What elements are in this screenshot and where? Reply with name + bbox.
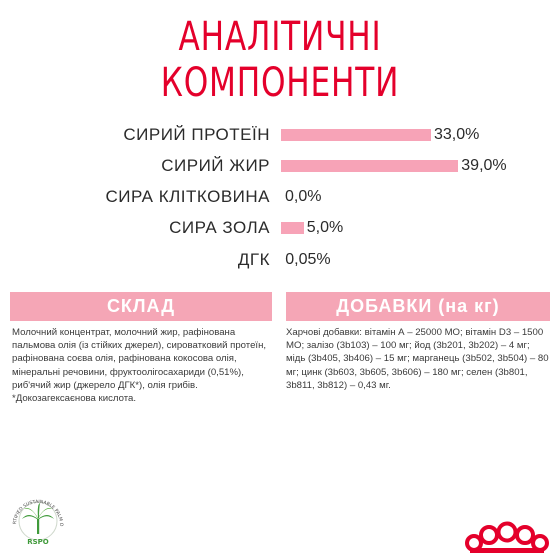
page-title: АНАЛІТИЧНІ КОМПОНЕНТИ (62, 14, 499, 106)
component-label: СИРИЙ ЖИР (161, 156, 270, 175)
composition-text-block: Молочний концентрат, молочний жир, рафін… (12, 326, 274, 405)
component-row-fiber: СИРА КЛІТКОВИНА 0,0% (0, 184, 560, 210)
component-value: 0,05% (285, 251, 331, 268)
crown-icon (465, 521, 549, 552)
component-label: СИРА КЛІТКОВИНА (105, 187, 270, 206)
component-label: СИРИЙ ПРОТЕЇН (123, 125, 270, 144)
rspo-label: RSPO (27, 538, 49, 546)
title-line-2: КОМПОНЕНТИ (160, 60, 400, 106)
palm-tree-icon (22, 503, 54, 534)
composition-header: СКЛАД (10, 292, 272, 321)
component-row-dha: ДГК 0,05% (0, 247, 560, 273)
component-bar (281, 160, 459, 172)
additives-header: ДОБАВКИ (на кг) (286, 292, 550, 321)
additives-text: Харчові добавки: вітамін А – 25000 МО; в… (286, 327, 549, 391)
component-value: 0,0% (285, 188, 322, 205)
component-value: 39,0% (461, 157, 507, 174)
rspo-badge: CERTIFIED SUSTAINABLE PALM OIL RSPO (8, 489, 64, 546)
component-value: 5,0% (306, 219, 344, 236)
royal-canin-logo (465, 521, 549, 553)
component-bar (281, 129, 431, 141)
component-bar (281, 222, 304, 234)
component-label: СИРА ЗОЛА (169, 218, 270, 237)
component-row-fat: СИРИЙ ЖИР 39,0% (0, 153, 560, 179)
component-row-ash: СИРА ЗОЛА 5,0% (0, 215, 560, 241)
composition-text: Молочний концентрат, молочний жир, рафін… (12, 327, 267, 391)
title-line-1: АНАЛІТИЧНІ (178, 14, 382, 60)
component-label: ДГК (237, 250, 270, 269)
composition-footnote: *Докозагексаєнова кислота. (12, 393, 136, 405)
component-row-protein: СИРИЙ ПРОТЕЇН 33,0% (0, 122, 560, 148)
additives-text-block: Харчові добавки: вітамін А – 25000 МО; в… (286, 326, 550, 392)
component-value: 33,0% (434, 126, 480, 143)
rspo-arc-text: CERTIFIED SUSTAINABLE PALM OIL (8, 489, 64, 527)
